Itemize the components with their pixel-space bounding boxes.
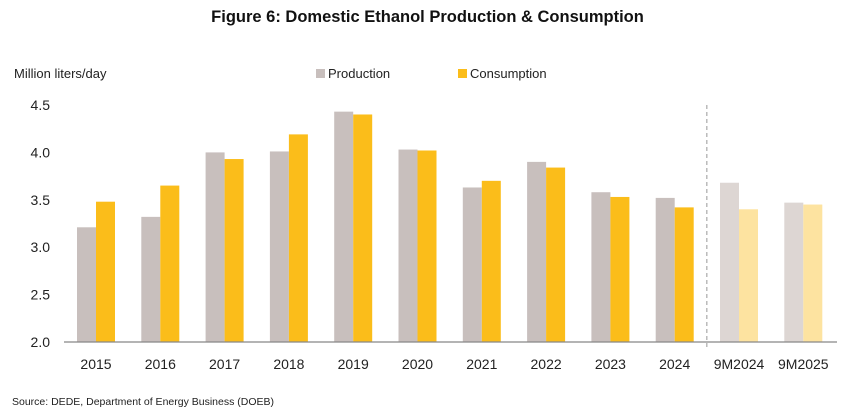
bar-production-2019 xyxy=(334,111,354,342)
bar-production-2022 xyxy=(527,161,547,342)
x-tick-label: 9M2025 xyxy=(778,356,829,372)
legend-label-production: Production xyxy=(328,66,391,81)
bar-consumption-2020 xyxy=(417,150,437,342)
y-axis-label: Million liters/day xyxy=(14,66,107,81)
bar-production-2018 xyxy=(269,151,289,342)
legend-swatch-consumption xyxy=(458,69,467,78)
bar-production-2024 xyxy=(655,197,675,342)
bar-consumption-2017 xyxy=(224,159,244,342)
bar-consumption-2022 xyxy=(546,167,566,342)
y-tick-label: 2.5 xyxy=(31,287,51,303)
bar-consumption-9M2024 xyxy=(739,209,758,342)
x-tick-label: 2022 xyxy=(531,356,562,372)
bar-consumption-2016 xyxy=(160,185,180,342)
y-tick-label: 3.0 xyxy=(31,239,51,255)
source-note: Source: DEDE, Department of Energy Busin… xyxy=(12,396,275,408)
y-tick-label: 2.0 xyxy=(31,334,51,350)
bar-production-2015 xyxy=(77,227,96,342)
y-tick-label: 4.5 xyxy=(31,97,51,113)
bar-consumption-2015 xyxy=(96,201,115,342)
x-tick-label: 2017 xyxy=(209,356,240,372)
x-tick-label: 2019 xyxy=(338,356,369,372)
x-tick-label: 2018 xyxy=(273,356,304,372)
x-tick-label: 2015 xyxy=(80,356,111,372)
x-tick-label: 9M2024 xyxy=(714,356,765,372)
x-tick-label: 2020 xyxy=(402,356,433,372)
y-tick-label: 4.0 xyxy=(31,144,51,160)
bar-production-9M2025 xyxy=(784,202,804,342)
bar-production-2017 xyxy=(205,152,225,342)
legend-swatch-production xyxy=(316,69,325,78)
bar-production-2023 xyxy=(591,192,611,342)
x-tick-label: 2021 xyxy=(466,356,497,372)
legend-label-consumption: Consumption xyxy=(470,66,547,81)
legend-production: Production xyxy=(316,66,390,81)
bar-consumption-2023 xyxy=(610,196,630,342)
x-tick-label: 2023 xyxy=(595,356,626,372)
bar-consumption-2018 xyxy=(288,134,308,342)
bar-consumption-2024 xyxy=(674,207,694,342)
chart-title: Figure 6: Domestic Ethanol Production & … xyxy=(211,8,644,26)
legend-consumption: Consumption xyxy=(458,66,547,81)
bar-production-2016 xyxy=(141,216,161,342)
bar-consumption-2019 xyxy=(353,114,373,342)
bar-production-2021 xyxy=(462,187,482,342)
x-tick-label: 2016 xyxy=(145,356,176,372)
bar-consumption-9M2025 xyxy=(803,204,823,342)
y-tick-label: 3.5 xyxy=(31,192,51,208)
x-tick-label: 2024 xyxy=(659,356,690,372)
bar-consumption-2021 xyxy=(481,180,501,342)
bar-production-2020 xyxy=(398,149,418,342)
bar-production-9M2024 xyxy=(720,182,739,342)
